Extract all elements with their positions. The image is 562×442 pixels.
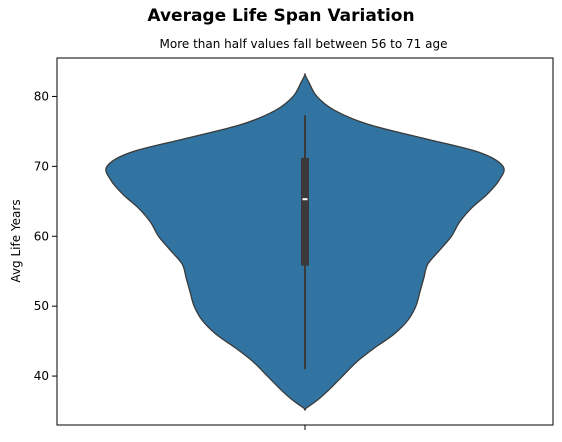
y-axis-label: Avg Life Years [9,199,23,282]
y-tick-label: 70 [34,159,49,173]
y-tick-label: 80 [34,89,49,103]
chart-subtitle: More than half values fall between 56 to… [159,37,448,51]
y-axis: 40 50 60 70 80 [34,89,57,383]
y-tick-label: 60 [34,229,49,243]
y-tick-label: 50 [34,299,49,313]
y-tick-label: 40 [34,369,49,383]
chart-title: Average Life Span Variation [147,6,415,26]
iqr-box [301,157,309,266]
